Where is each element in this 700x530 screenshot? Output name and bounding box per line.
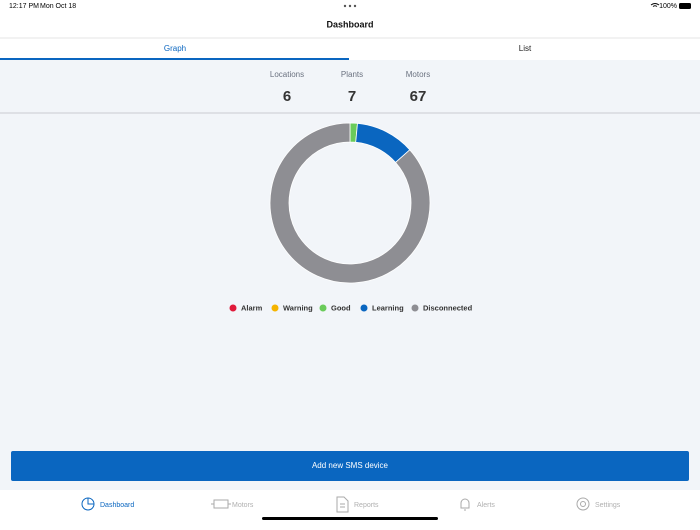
battery-icon (679, 3, 691, 9)
tab-icons (81, 496, 590, 513)
legend-label: Good (331, 303, 351, 312)
add-button[interactable] (11, 451, 689, 481)
legend-label: Warning (283, 303, 313, 312)
home-indicator (262, 517, 438, 520)
legend-swatch (319, 304, 327, 312)
stats: Locations 6 Plants 7 Motors 67 (270, 70, 430, 105)
stat-value: 6 (283, 88, 291, 105)
legend-swatch (411, 304, 419, 312)
legend-swatch (271, 304, 279, 312)
date: Mon Oct 18 (40, 3, 76, 10)
tab-bar-item[interactable]: Settings (595, 502, 621, 509)
donut (269, 122, 431, 284)
tab-bar-item[interactable]: Alerts (477, 502, 495, 509)
dots (343, 4, 357, 8)
tab-indicator (0, 58, 349, 60)
stat-value: 7 (348, 88, 356, 105)
tab-bar-item[interactable]: Motors (232, 502, 254, 509)
time: 12:17 PM (9, 3, 39, 10)
stat-value: 67 (410, 88, 427, 105)
tab-bar-item[interactable]: Reports (354, 502, 379, 509)
wifi-icon (650, 3, 660, 7)
tab-bar-item[interactable]: Dashboard (100, 502, 134, 509)
battery-label: 100% (659, 3, 677, 10)
stat-label: Locations (270, 70, 304, 79)
legend-label: Learning (372, 303, 404, 312)
tab-list[interactable]: List (519, 44, 532, 53)
legend-label: Alarm (241, 303, 263, 312)
donut-segment (269, 122, 431, 284)
legend-swatch (229, 304, 237, 312)
stat-label: Plants (341, 70, 363, 79)
add-button-label: Add new SMS device (312, 461, 389, 470)
stat-label: Motors (406, 70, 430, 79)
legend-label: Disconnected (423, 303, 473, 312)
header-title: Dashboard (326, 19, 373, 29)
legend: Alarm Warning Good Learning Disconnected (229, 303, 473, 312)
legend-swatch (360, 304, 368, 312)
tab-graph[interactable]: Graph (164, 44, 186, 53)
